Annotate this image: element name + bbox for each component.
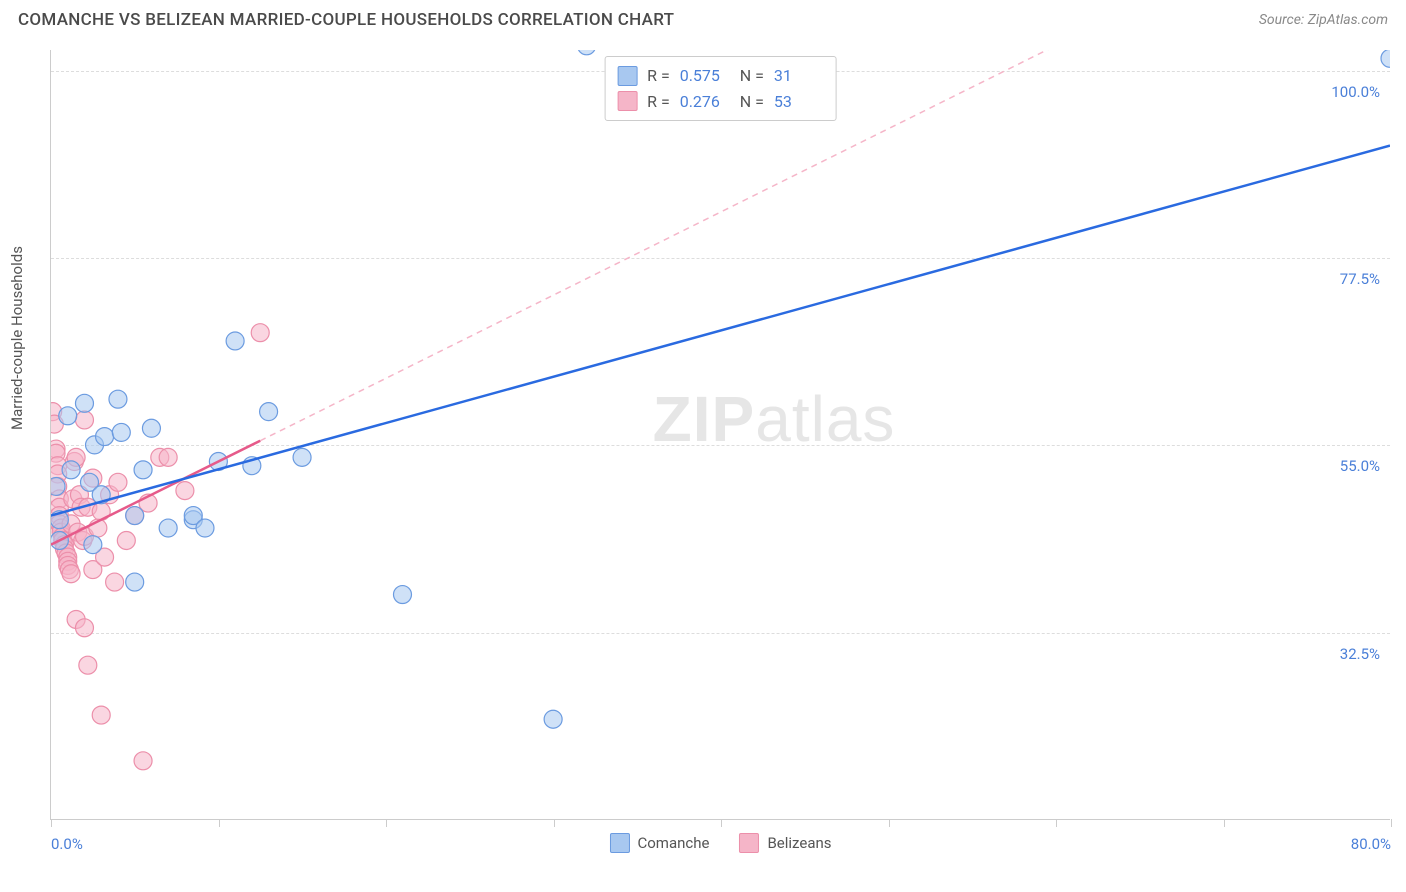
belizeans-r-value: 0.276 <box>680 89 730 115</box>
comanche-point <box>75 394 93 412</box>
x-tick <box>889 819 890 827</box>
belizeans-point <box>134 752 152 770</box>
belizeans-point <box>117 532 135 550</box>
x-tick-label-right: 80.0% <box>1351 835 1391 853</box>
x-tick <box>1391 819 1392 827</box>
legend-row-belizeans: R = 0.276 N = 53 <box>617 89 824 115</box>
comanche-point <box>159 519 177 537</box>
correlation-legend: R = 0.575 N = 31 R = 0.276 N = 53 <box>604 56 837 121</box>
chart-title: COMANCHE VS BELIZEAN MARRIED-COUPLE HOUS… <box>18 10 674 30</box>
comanche-point <box>578 50 596 55</box>
x-tick <box>1056 819 1057 827</box>
comanche-point <box>59 407 77 425</box>
comanche-n-value: 31 <box>774 63 824 89</box>
r-label: R = <box>647 63 670 89</box>
comanche-point <box>544 710 562 728</box>
x-tick <box>554 819 555 827</box>
belizeans-point <box>75 411 93 429</box>
series-legend: Comanche Belizeans <box>609 833 831 853</box>
comanche-point <box>393 586 411 604</box>
n-label: N = <box>740 89 764 115</box>
belizeans-point <box>176 482 194 500</box>
comanche-point <box>51 477 65 495</box>
belizeans-point <box>106 573 124 591</box>
x-tick <box>51 819 52 827</box>
comanche-point <box>226 332 244 350</box>
legend-item-belizeans: Belizeans <box>739 833 831 853</box>
belizeans-point <box>79 656 97 674</box>
belizeans-n-value: 53 <box>774 89 824 115</box>
comanche-point <box>126 507 144 525</box>
comanche-point <box>142 419 160 437</box>
comanche-point <box>196 519 214 537</box>
r-label: R = <box>647 89 670 115</box>
n-label: N = <box>740 63 764 89</box>
belizeans-swatch-bottom <box>739 833 759 853</box>
comanche-swatch <box>617 66 637 86</box>
x-tick <box>1224 819 1225 827</box>
x-tick <box>219 819 220 827</box>
belizeans-point <box>92 706 110 724</box>
comanche-point <box>96 428 114 446</box>
legend-item-comanche: Comanche <box>609 833 709 853</box>
x-tick <box>721 819 722 827</box>
x-tick <box>386 819 387 827</box>
belizeans-point <box>75 619 93 637</box>
comanche-r-value: 0.575 <box>680 63 730 89</box>
comanche-point <box>134 461 152 479</box>
belizeans-point <box>159 448 177 466</box>
scatter-plot-svg <box>51 50 1390 819</box>
comanche-point <box>260 403 278 421</box>
comanche-point <box>84 536 102 554</box>
comanche-swatch-bottom <box>609 833 629 853</box>
comanche-label: Comanche <box>637 834 709 852</box>
belizeans-point <box>62 565 80 583</box>
belizeans-label: Belizeans <box>767 834 831 852</box>
chart-plot-area: ZIPatlas R = 0.575 N = 31 R = 0.276 N = … <box>50 50 1390 820</box>
comanche-point <box>293 448 311 466</box>
y-axis-label: Married-couple Households <box>8 246 26 430</box>
belizeans-point <box>251 324 269 342</box>
belizeans-swatch <box>617 91 637 111</box>
comanche-point <box>112 423 130 441</box>
belizeans-point <box>109 473 127 491</box>
comanche-point <box>1381 50 1390 67</box>
comanche-point <box>126 573 144 591</box>
legend-row-comanche: R = 0.575 N = 31 <box>617 63 824 89</box>
x-tick-label-left: 0.0% <box>51 835 83 853</box>
comanche-point <box>62 461 80 479</box>
comanche-point <box>109 390 127 408</box>
chart-source: Source: ZipAtlas.com <box>1259 12 1388 28</box>
